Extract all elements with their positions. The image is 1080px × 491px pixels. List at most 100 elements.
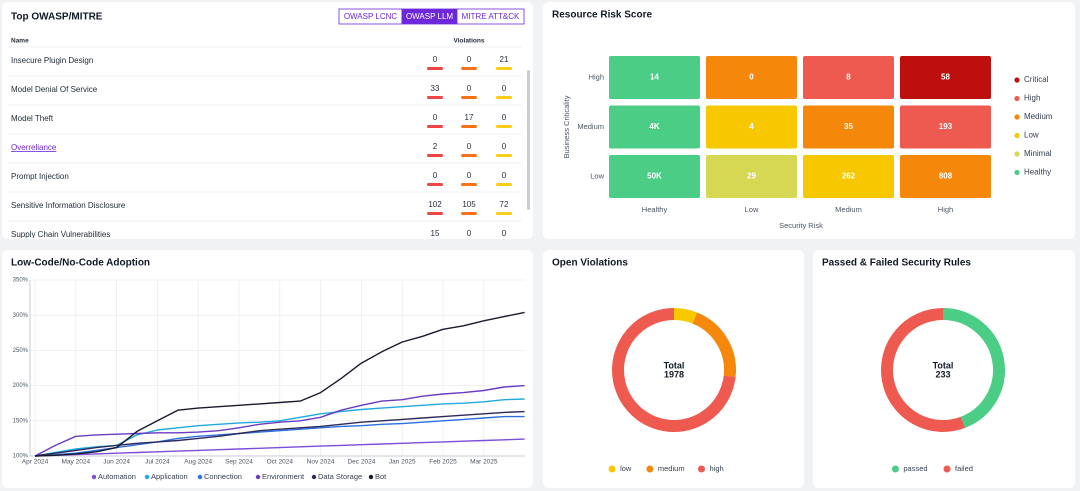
legend-swatch (1014, 95, 1020, 102)
series-line (34, 410, 525, 457)
severity-bar (427, 67, 443, 70)
legend-swatch[interactable] (608, 465, 616, 473)
x-tick-label: Jun 2024 (103, 459, 130, 466)
cell-value: 262 (842, 172, 856, 181)
heat-cell (609, 155, 700, 198)
legend-label[interactable]: low (620, 464, 632, 473)
violation-count: 0 (467, 142, 472, 151)
row-label: Medium (577, 122, 604, 131)
legend-swatch[interactable] (311, 474, 317, 480)
card-title: Open Violations (552, 258, 628, 269)
severity-bar (461, 67, 477, 70)
cell-value: 8 (846, 73, 851, 82)
legend-swatch[interactable] (646, 465, 654, 473)
legend-swatch (1014, 114, 1020, 120)
heat-cell (706, 155, 797, 198)
donut-segment[interactable] (612, 308, 736, 432)
center-total: 233 (935, 369, 950, 379)
legend-swatch[interactable] (891, 465, 899, 473)
violations-table: Insecure Plugin Design 0 0 21 Model Denial O… (8, 55, 522, 244)
legend-label[interactable]: Bot (375, 472, 387, 481)
x-tick-label: Dec 2024 (347, 459, 375, 466)
cell-value: 808 (939, 172, 953, 181)
severity-bar (461, 183, 477, 186)
cell-value: 35 (844, 122, 853, 131)
series-line (34, 438, 525, 457)
legend-label[interactable]: Connection (204, 472, 242, 481)
legend-swatch[interactable] (144, 474, 150, 480)
row-name: Supply Chain Vulnerabilities (11, 230, 110, 239)
legend-label[interactable]: high (710, 464, 724, 473)
x-tick-label: Jan 2025 (389, 459, 416, 466)
y-tick-label: 350% (13, 278, 29, 284)
legend-swatch[interactable] (943, 465, 951, 473)
tab-label[interactable]: OWASP LCNC (344, 12, 398, 21)
severity-bar (496, 67, 512, 70)
severity-bar (461, 96, 477, 99)
x-tick-label: Feb 2025 (429, 459, 457, 466)
severity-bar (461, 212, 477, 215)
tab-label[interactable]: MITRE ATT&CK (462, 12, 520, 21)
heat-cell (900, 155, 991, 198)
legend-label[interactable]: Application (151, 472, 188, 481)
cell-value: 29 (747, 172, 756, 181)
card-title: Passed & Failed Security Rules (822, 258, 971, 269)
legend-label[interactable]: Data Storage (318, 472, 362, 481)
scrollbar[interactable] (527, 70, 530, 210)
series-line (34, 311, 525, 457)
column-label: High (938, 205, 953, 214)
donut-segment[interactable] (692, 312, 736, 377)
cell-value: 193 (939, 122, 953, 131)
center-total: 1978 (664, 369, 684, 379)
severity-bar (427, 154, 443, 157)
legend-swatch[interactable] (91, 474, 97, 480)
x-tick-label: Mar 2025 (470, 459, 498, 466)
cell-value: 58 (941, 73, 950, 82)
legend-swatch[interactable] (197, 474, 203, 480)
cell-value: 4K (649, 122, 659, 131)
tab-label[interactable]: OWASP LLM (406, 12, 453, 21)
heat-cell (706, 56, 797, 99)
y-tick-label: 150% (13, 418, 29, 424)
legend-swatch[interactable] (368, 474, 374, 480)
x-tick-label: Aug 2024 (184, 459, 212, 466)
donut-segment[interactable] (881, 308, 966, 432)
tab[interactable] (456, 8, 525, 25)
violation-count: 0 (502, 171, 507, 180)
row-name: Model Denial Of Service (11, 85, 98, 94)
legend-label[interactable]: medium (658, 464, 685, 473)
violation-count: 0 (467, 171, 472, 180)
violation-count: 17 (465, 113, 474, 122)
legend-label[interactable]: Automation (98, 472, 136, 481)
violation-count: 102 (428, 200, 442, 209)
y-tick-label: 100% (13, 454, 29, 460)
y-tick-label: 250% (13, 348, 29, 354)
legend-swatch[interactable] (255, 474, 261, 480)
x-tick-label: Jul 2024 (145, 459, 170, 466)
legend-swatch (1014, 151, 1020, 157)
violation-count: 0 (433, 113, 438, 122)
row-name: Sensitive Information Disclosure (11, 201, 126, 210)
donut-segment[interactable] (673, 308, 698, 324)
open-violations-card (543, 250, 804, 488)
x-axis-label: Security Risk (779, 221, 823, 230)
legend-swatch[interactable] (698, 465, 705, 473)
severity-bar (496, 241, 512, 244)
violation-count: 0 (433, 55, 438, 64)
x-tick-label: Apr 2024 (22, 459, 49, 466)
heat-cell (609, 105, 700, 149)
legend-label[interactable]: passed (903, 464, 927, 473)
severity-bar (496, 125, 512, 128)
row-name: Prompt Injection (11, 172, 69, 181)
donut-segment[interactable] (942, 308, 1005, 428)
legend-label[interactable]: Environment (262, 472, 305, 481)
severity-bar (496, 96, 512, 99)
row-label: High (589, 72, 604, 81)
violations-card (2, 2, 533, 239)
row-link[interactable]: Overreliance (11, 143, 57, 152)
legend-label[interactable]: failed (955, 464, 973, 473)
violation-count: 0 (502, 113, 507, 122)
y-tick-label: 300% (13, 313, 29, 319)
